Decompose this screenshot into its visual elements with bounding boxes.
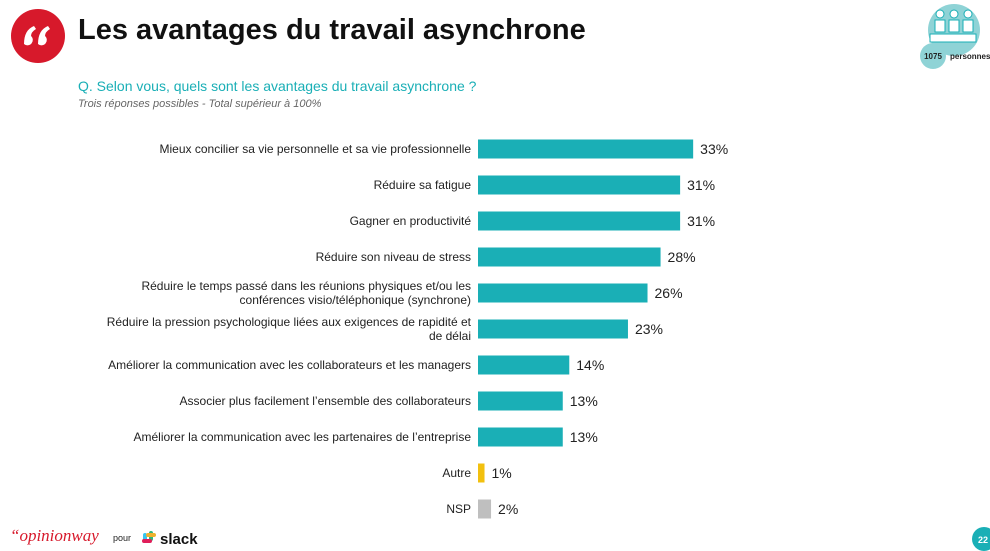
- value-label: 33%: [700, 141, 729, 157]
- category-label: Améliorer la communication avec les part…: [133, 430, 472, 444]
- bar: [478, 463, 485, 483]
- bar: [478, 319, 628, 339]
- value-label: 26%: [654, 285, 683, 301]
- bar: [478, 391, 563, 411]
- count-badge: [920, 43, 946, 69]
- value-label: 31%: [687, 177, 716, 193]
- category-label: NSP: [446, 502, 471, 516]
- note: Trois réponses possibles - Total supérie…: [78, 98, 322, 110]
- category-label: Mieux concilier sa vie personnelle et sa…: [159, 142, 472, 156]
- category-label: Réduire son niveau de stress: [315, 250, 471, 264]
- value-label: 2%: [498, 501, 519, 517]
- value-label: 28%: [667, 249, 696, 265]
- page-badge: [972, 527, 990, 551]
- page-number: 22: [978, 535, 988, 545]
- people-figures: [929, 9, 977, 43]
- category-label: Gagner en productivité: [349, 214, 471, 228]
- client: slack: [160, 531, 198, 548]
- slack-logo: [142, 531, 156, 543]
- value-label: 23%: [634, 321, 663, 337]
- sample-unit: personnes: [950, 52, 990, 61]
- quote-mark: [24, 26, 50, 46]
- quote-icon: [11, 9, 65, 63]
- bar: [478, 139, 694, 159]
- category-label: Réduire la pression psychologique liées …: [106, 315, 471, 343]
- bar: [478, 355, 570, 375]
- category-label: Réduire le temps passé dans les réunions…: [141, 279, 471, 307]
- footer-for: pour: [113, 533, 131, 543]
- category-label: Réduire sa fatigue: [373, 178, 471, 192]
- value-label: 31%: [687, 213, 716, 229]
- bar: [478, 175, 681, 195]
- category-label: Améliorer la communication avec les coll…: [108, 358, 471, 372]
- value-label: 13%: [569, 393, 598, 409]
- bar: [478, 283, 648, 303]
- bar: [478, 427, 563, 447]
- title: Les avantages du travail asynchrone: [78, 14, 586, 46]
- question: Q. Selon vous, quels sont les avantages …: [78, 78, 477, 94]
- value-label: 14%: [576, 357, 605, 373]
- brand: “opinionway: [10, 526, 99, 545]
- bar: [478, 247, 661, 267]
- category-label: Associer plus facilement l’ensemble des …: [179, 394, 471, 408]
- bar: [478, 499, 492, 519]
- sample-size: 1075: [924, 52, 942, 61]
- value-label: 1%: [491, 465, 512, 481]
- bar: [478, 211, 681, 231]
- category-label: Autre: [442, 466, 471, 480]
- value-label: 13%: [569, 429, 598, 445]
